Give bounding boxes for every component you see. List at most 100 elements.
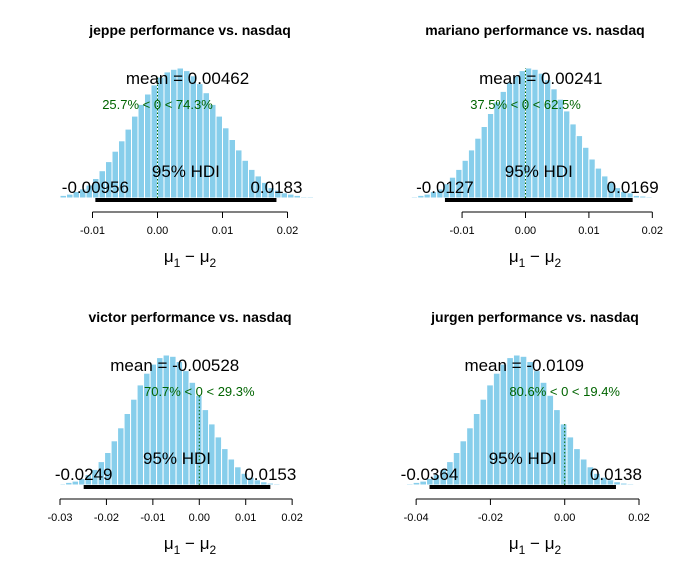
- comparison-label: 70.7% < 0 < 29.3%: [144, 384, 255, 399]
- histogram-bar: [132, 116, 139, 198]
- histogram-bar: [215, 437, 222, 485]
- x-axis-label-minus: −: [180, 534, 199, 553]
- comparison-label: 37.5% < 0 < 62.5%: [470, 97, 581, 112]
- x-axis-label: μ1 − μ2: [164, 534, 217, 557]
- mean-label: mean = -0.00528: [110, 356, 239, 375]
- histogram-bar: [574, 449, 581, 485]
- hdi-low-label: -0.0249: [55, 465, 113, 484]
- hdi-label: 95% HDI: [505, 162, 573, 181]
- x-tick-label: -0.02: [478, 512, 503, 524]
- hdi-label: 95% HDI: [152, 162, 220, 181]
- x-tick-label: 0.01: [235, 512, 256, 524]
- histogram-bar: [494, 102, 500, 198]
- histogram-bar: [210, 104, 217, 198]
- x-axis-label-minus: −: [525, 534, 544, 553]
- histogram-bar: [223, 128, 230, 198]
- chart-title: jeppe performance vs. nasdaq: [88, 22, 291, 38]
- x-axis-label-minus: −: [180, 247, 199, 266]
- histogram-bar: [564, 111, 570, 198]
- histogram-bar: [118, 428, 125, 485]
- hdi-low-label: -0.00956: [62, 178, 129, 197]
- mean-label: mean = -0.0109: [464, 356, 584, 375]
- histogram-bar: [235, 467, 242, 485]
- x-axis-label-mu: μ: [164, 247, 174, 266]
- histogram-bar: [481, 127, 487, 199]
- hdi-label: 95% HDI: [489, 449, 557, 468]
- histogram-bar: [480, 399, 487, 485]
- histogram-bar: [487, 114, 493, 199]
- comparison-label: 80.6% < 0 < 19.4%: [509, 384, 620, 399]
- x-tick-label: 0.00: [515, 225, 536, 237]
- hdi-high-label: 0.0169: [607, 178, 659, 197]
- histogram-bar: [228, 459, 235, 485]
- x-axis-label-sub: 2: [554, 543, 561, 557]
- x-axis-label-minus: −: [525, 247, 544, 266]
- histogram-bar: [567, 437, 574, 485]
- histogram-bar: [473, 414, 480, 486]
- x-axis-label-mu: μ: [545, 247, 555, 266]
- panel-mariano: mariano performance vs. nasdaq mean = 0.0…: [405, 22, 665, 270]
- x-axis-label-mu: μ: [509, 247, 519, 266]
- histogram-bar: [131, 399, 138, 485]
- histogram-bar: [222, 449, 229, 485]
- chart-title: jurgen performance vs. nasdaq: [430, 309, 639, 325]
- x-axis-label-sub: 2: [554, 256, 561, 270]
- x-tick-label: -0.01: [450, 225, 475, 237]
- histogram-bar: [554, 410, 561, 485]
- histogram-bar: [405, 197, 411, 198]
- histogram-bar: [229, 140, 236, 199]
- histogram-bar: [196, 395, 203, 485]
- x-axis-label: μ1 − μ2: [509, 534, 562, 557]
- x-tick-label: 0.02: [277, 225, 298, 237]
- histogram-bar: [307, 197, 314, 198]
- histogram-bar: [460, 441, 467, 485]
- histogram-bar: [560, 424, 567, 485]
- x-axis-label-mu: μ: [200, 534, 210, 553]
- histogram-bar: [589, 159, 595, 198]
- panel-jeppe: jeppe performance vs. nasdaq mean = 0.004…: [60, 22, 320, 270]
- histogram-bar: [493, 373, 500, 485]
- chart-title: victor performance vs. nasdaq: [88, 309, 291, 325]
- histogram-bar: [576, 136, 582, 198]
- x-tick-label: -0.01: [140, 512, 165, 524]
- hdi-low-label: -0.0127: [416, 178, 474, 197]
- x-axis-label-sub: 2: [209, 256, 216, 270]
- histogram-bar: [467, 428, 474, 485]
- histogram-bar: [236, 150, 243, 198]
- histogram-bar: [280, 484, 287, 485]
- x-tick-label: -0.02: [94, 512, 119, 524]
- x-tick-label: 0.00: [147, 225, 168, 237]
- histogram-bar: [595, 168, 601, 198]
- x-tick-label: 0.02: [642, 225, 663, 237]
- panel-jurgen: jurgen performance vs. nasdaq mean = -0.0…: [401, 309, 661, 557]
- mean-label: mean = 0.00462: [126, 69, 249, 88]
- x-axis-label-mu: μ: [164, 534, 174, 553]
- histogram-bar: [583, 147, 589, 198]
- histogram-bar: [652, 197, 658, 198]
- x-axis-label: μ1 − μ2: [509, 247, 562, 270]
- comparison-label: 25.7% < 0 < 74.3%: [102, 97, 213, 112]
- x-tick-label: -0.03: [47, 512, 72, 524]
- histogram-bar: [216, 116, 223, 198]
- x-axis-label-mu: μ: [200, 247, 210, 266]
- x-axis-label-sub: 2: [209, 543, 216, 557]
- histogram-bar: [580, 459, 587, 485]
- hdi-high-label: 0.0183: [250, 178, 302, 197]
- histogram-bar: [557, 99, 563, 198]
- chart-title: mariano performance vs. nasdaq: [425, 22, 644, 38]
- histogram-bar: [314, 197, 321, 198]
- panel-victor: victor performance vs. nasdaq mean = -0.0…: [47, 309, 319, 557]
- histogram-bar: [487, 385, 494, 485]
- hdi-low-label: -0.0364: [401, 465, 459, 484]
- hdi-high-label: 0.0153: [244, 465, 296, 484]
- x-tick-label: 0.01: [212, 225, 233, 237]
- hdi-label: 95% HDI: [143, 449, 211, 468]
- histogram-bar: [475, 138, 481, 198]
- x-tick-label: 0.02: [281, 512, 302, 524]
- histogram-bar: [202, 410, 209, 485]
- histogram-bar: [570, 124, 576, 198]
- histogram-bar: [138, 104, 145, 198]
- mean-label: mean = 0.00241: [479, 69, 602, 88]
